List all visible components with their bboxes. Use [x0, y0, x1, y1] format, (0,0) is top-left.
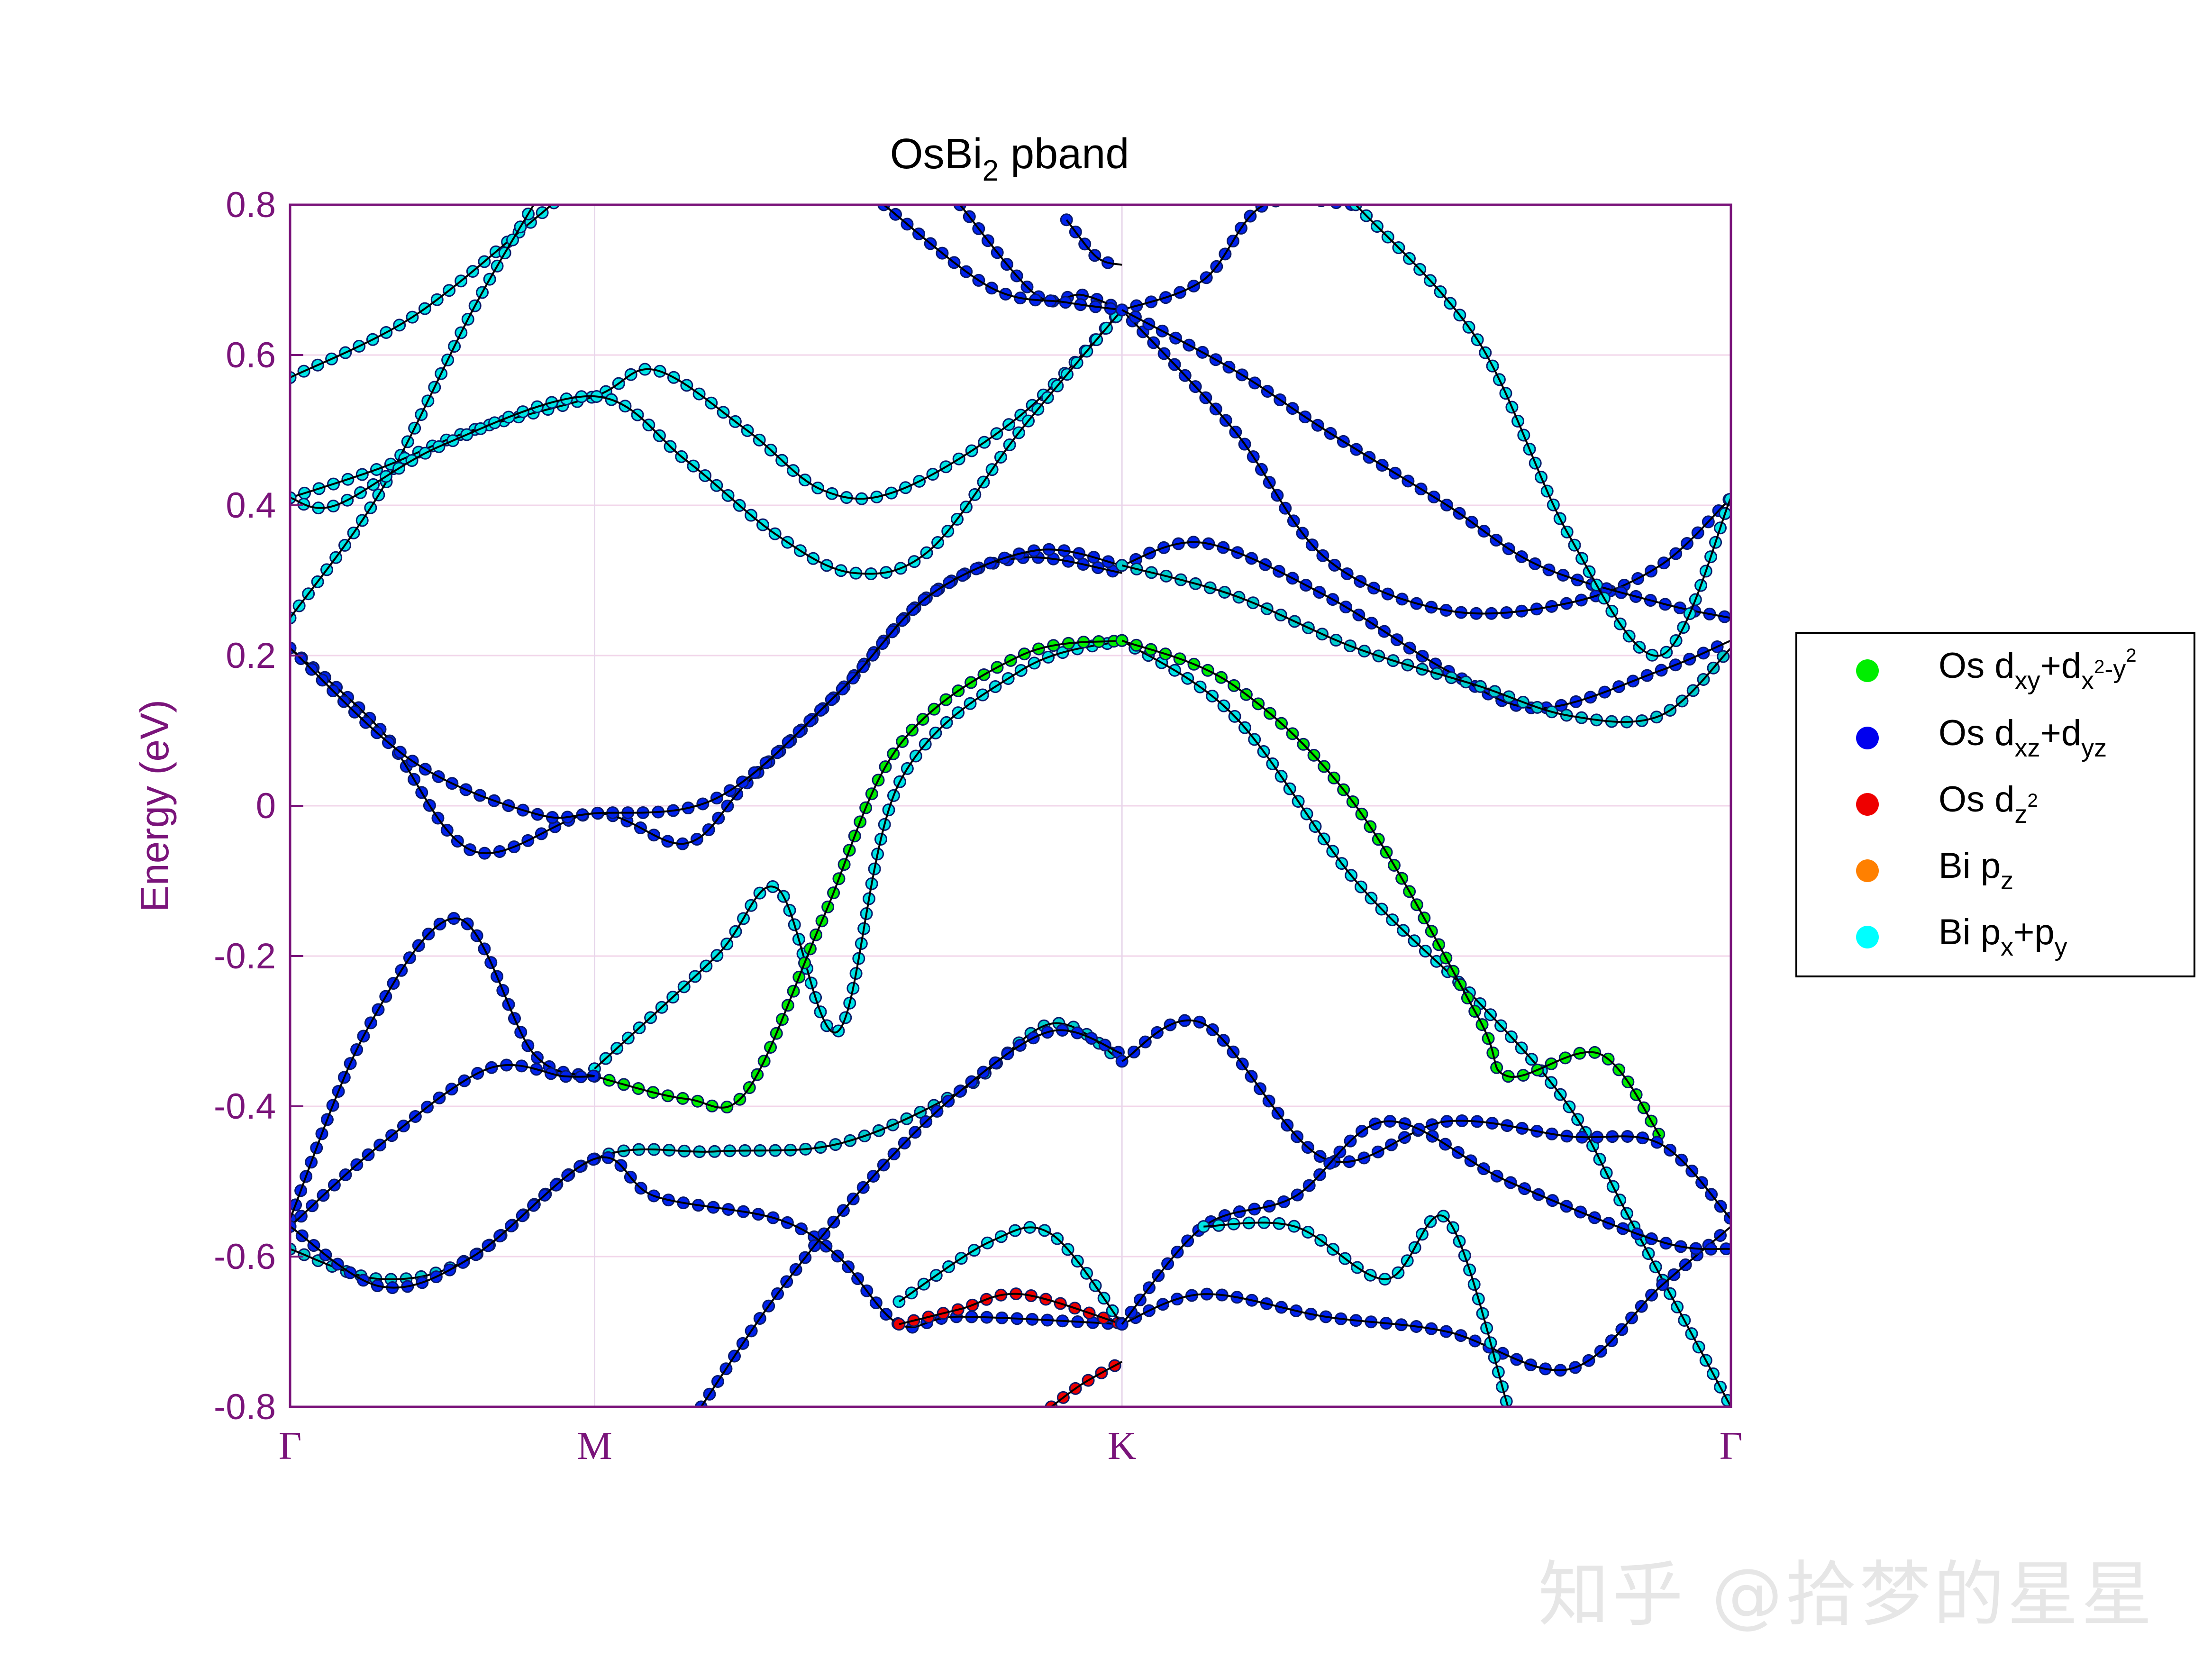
y-tick-label: 0.2 — [226, 636, 276, 676]
legend-label-os-dxz: Os dxz+dyz — [1939, 713, 2107, 762]
band-series — [1115, 303, 1731, 620]
band-line — [1121, 541, 1731, 709]
band-series — [290, 205, 535, 625]
band-series — [877, 205, 1122, 315]
legend-label-os-dz2: Os dz2 — [1939, 779, 2038, 829]
band-series — [1115, 634, 1666, 1141]
y-tick-label: 0 — [256, 786, 276, 826]
band-line — [1121, 309, 1731, 619]
band-line — [290, 205, 553, 379]
band-line — [1050, 1361, 1123, 1407]
band-series — [290, 1151, 1122, 1334]
watermark: 知乎 @拾梦的星星 — [1538, 1554, 2155, 1636]
band-series — [1115, 1014, 1731, 1225]
band-line — [1121, 309, 1731, 615]
chart-title-main: OsBi — [890, 130, 983, 178]
band-line — [290, 309, 1123, 575]
y-tick-label: 0.8 — [226, 185, 276, 225]
band-line — [700, 1029, 1122, 1407]
legend-marker-os-dxz — [1856, 727, 1879, 749]
band-line — [1121, 205, 1356, 311]
band-series — [1115, 1114, 1731, 1331]
band-point — [1255, 205, 1268, 213]
legend-marker-bi-pxpy — [1856, 926, 1879, 948]
x-tick-label: K — [1108, 1424, 1137, 1468]
band-line — [1203, 1214, 1509, 1407]
x-tick-label: Γ — [1720, 1424, 1743, 1468]
band-series — [1349, 205, 1731, 662]
band-line — [290, 309, 1123, 500]
band-series — [1197, 1210, 1513, 1407]
band-line — [1121, 1019, 1731, 1220]
band-line — [898, 1226, 1123, 1325]
chart-title-rest: pband — [999, 130, 1129, 178]
y-tick-label: 0.6 — [226, 335, 276, 375]
band-series — [588, 635, 1122, 1114]
band-series — [694, 1023, 1125, 1407]
band-series — [588, 637, 1122, 1076]
band-series — [290, 1058, 595, 1233]
band-point — [290, 1242, 297, 1256]
band-series — [290, 543, 1122, 824]
y-tick-label: -0.8 — [214, 1387, 276, 1427]
band-line — [1121, 1226, 1731, 1371]
legend-label-bi-pxpy: Bi px+py — [1939, 912, 2067, 961]
band-series — [1045, 1359, 1123, 1407]
x-tick-label: M — [577, 1424, 612, 1468]
legend-marker-os-dxy — [1856, 659, 1879, 682]
plot-area-frame — [289, 203, 1732, 1408]
y-ticks: 0.8 0.6 0.4 0.2 0 -0.2 -0.4 -0.6 -0.8 — [214, 185, 303, 1427]
band-line — [290, 1022, 1123, 1280]
y-tick-label: -0.2 — [214, 936, 276, 976]
y-axis-label: Energy (eV) — [132, 700, 177, 912]
band-line — [290, 917, 595, 1220]
x-tick-label: Γ — [279, 1424, 302, 1468]
band-line — [290, 205, 535, 619]
band-line — [883, 205, 1122, 311]
y-tick-label: 0.4 — [226, 485, 276, 526]
legend: Os dxy+dx2-y2 Os dxz+dyz Os dz2 Bi pz Bi… — [1795, 632, 2195, 977]
legend-box — [1795, 632, 2195, 977]
legend-marker-os-dz2 — [1856, 793, 1879, 816]
band-series — [1115, 303, 1731, 623]
band-line — [1355, 205, 1731, 657]
band-line — [899, 1293, 1122, 1325]
band-series — [1115, 559, 1731, 729]
band-line — [1121, 639, 1661, 1137]
band-line — [290, 548, 1122, 819]
band-line — [1121, 564, 1731, 723]
band-line — [594, 639, 1122, 1109]
chart-title-subscript: 2 — [983, 155, 999, 187]
band-line — [594, 639, 1122, 1070]
series-layer — [290, 205, 1731, 1407]
legend-marker-bi-pz — [1856, 859, 1879, 882]
y-tick-label: -0.6 — [214, 1237, 276, 1277]
chart-title: OsBi2 pband — [890, 130, 1129, 187]
band-line — [1065, 219, 1122, 266]
band-series — [1060, 213, 1122, 269]
band-series — [290, 309, 1123, 581]
legend-label-os-dxy: Os dxy+dx2-y2 — [1939, 645, 2137, 695]
band-line — [290, 1064, 595, 1228]
legend-label-bi-pz: Bi pz — [1939, 846, 2013, 895]
y-tick-label: -0.4 — [214, 1086, 276, 1127]
